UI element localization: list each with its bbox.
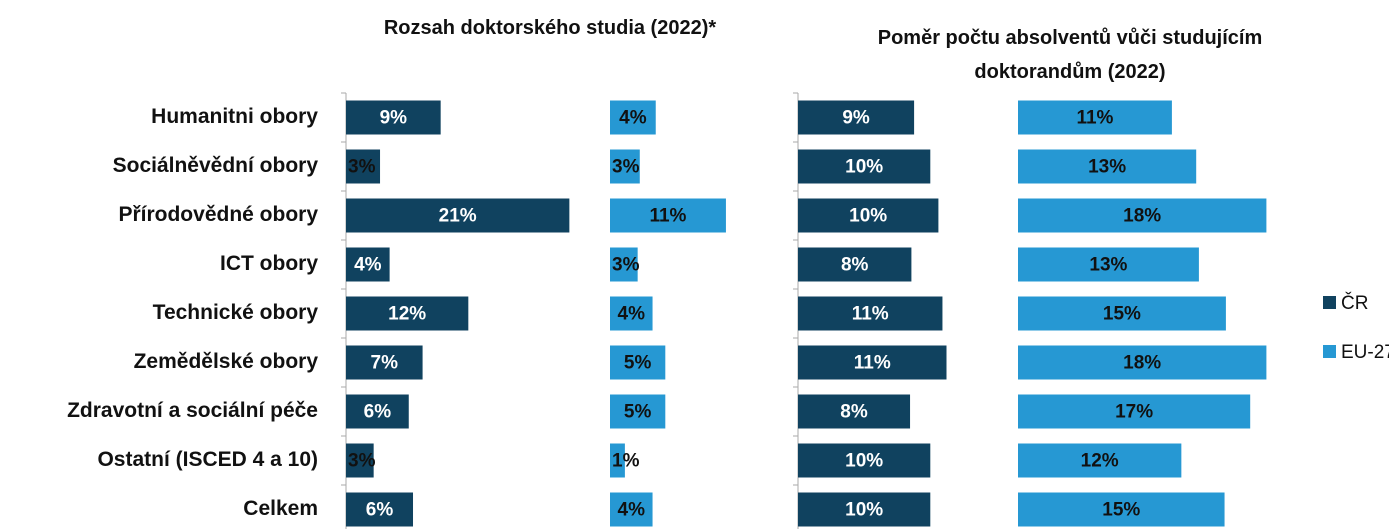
value-label: 3%: [348, 157, 376, 178]
chart-title: Rozsah doktorského studia (2022)*: [383, 17, 717, 39]
legend-swatch: [1323, 345, 1336, 358]
bar: [610, 149, 640, 184]
value-label: 3%: [348, 451, 376, 472]
bar: [346, 394, 409, 429]
category-label: Technické obory: [153, 301, 319, 324]
bar: [798, 100, 915, 135]
bar: [798, 149, 931, 184]
bar: [610, 443, 625, 478]
bar: [798, 198, 939, 233]
value-label: 8%: [841, 255, 869, 276]
category-label: Celkem: [243, 497, 318, 520]
bar: [798, 247, 912, 282]
bar: [610, 198, 726, 233]
bar: [1018, 345, 1267, 380]
value-label: 15%: [1103, 304, 1141, 325]
value-label: 9%: [842, 108, 870, 129]
value-label: 8%: [840, 402, 868, 423]
category-label: Zemědělské obory: [134, 350, 319, 373]
value-label: 5%: [624, 353, 652, 374]
value-label: 4%: [618, 500, 646, 521]
category-label: Sociálněvědní obory: [113, 154, 319, 177]
value-label: 15%: [1102, 500, 1140, 521]
bar: [1018, 198, 1267, 233]
value-label: 4%: [354, 255, 382, 276]
value-label: 11%: [854, 353, 891, 374]
value-label: 10%: [845, 500, 883, 521]
category-label: Zdravotní a sociální péče: [67, 399, 318, 422]
value-label: 11%: [1076, 108, 1113, 129]
value-label: 6%: [364, 402, 392, 423]
category-label: Ostatní (ISCED 4 a 10): [97, 448, 318, 471]
value-label: 12%: [1081, 451, 1119, 472]
value-label: 4%: [619, 108, 647, 129]
value-label: 6%: [366, 500, 394, 521]
value-label: 1%: [612, 451, 640, 472]
value-label: 13%: [1088, 157, 1126, 178]
legend-label: EU-27: [1341, 342, 1389, 363]
bar: [346, 345, 423, 380]
bar: [610, 492, 653, 527]
bar: [1018, 296, 1226, 331]
value-label: 11%: [852, 304, 889, 325]
bar: [610, 394, 666, 429]
value-label: 3%: [612, 255, 640, 276]
bar: [1018, 492, 1225, 527]
value-label: 18%: [1123, 353, 1161, 374]
value-label: 9%: [380, 108, 408, 129]
bar: [610, 296, 653, 331]
bar: [346, 247, 390, 282]
category-label: Přírodovědné obory: [118, 203, 318, 226]
legend-swatch: [1323, 296, 1336, 309]
bar: [1018, 247, 1199, 282]
bar: [346, 149, 381, 184]
value-label: 18%: [1123, 206, 1161, 227]
bar: [610, 100, 656, 135]
bar: [798, 492, 931, 527]
bar: [346, 198, 570, 233]
legend-label: ČR: [1341, 292, 1368, 314]
value-label: 10%: [845, 157, 883, 178]
value-label: 5%: [624, 402, 652, 423]
value-label: 10%: [849, 206, 887, 227]
bar: [798, 443, 931, 478]
bar: [346, 296, 469, 331]
category-label: Humanitni obory: [151, 105, 318, 128]
bar: [1018, 443, 1182, 478]
bar: [798, 296, 943, 331]
value-label: 21%: [439, 206, 477, 227]
bar: [1018, 149, 1197, 184]
bar: [346, 443, 374, 478]
bar: [610, 345, 666, 380]
value-label: 11%: [649, 206, 686, 227]
chart-title: Poměr počtu absolventů vůči studujícím d…: [877, 27, 1263, 83]
value-label: 7%: [371, 353, 399, 374]
value-label: 12%: [388, 304, 426, 325]
bar: [346, 100, 441, 135]
bar: [1018, 100, 1172, 135]
bar: [346, 492, 414, 527]
value-label: 10%: [845, 451, 883, 472]
bar: [798, 345, 947, 380]
value-label: 13%: [1089, 255, 1127, 276]
value-label: 4%: [618, 304, 646, 325]
bar: [610, 247, 638, 282]
bar: [798, 394, 911, 429]
bar: [1018, 394, 1251, 429]
category-label: ICT obory: [220, 252, 318, 275]
value-label: 17%: [1115, 402, 1153, 423]
value-label: 3%: [612, 157, 640, 178]
